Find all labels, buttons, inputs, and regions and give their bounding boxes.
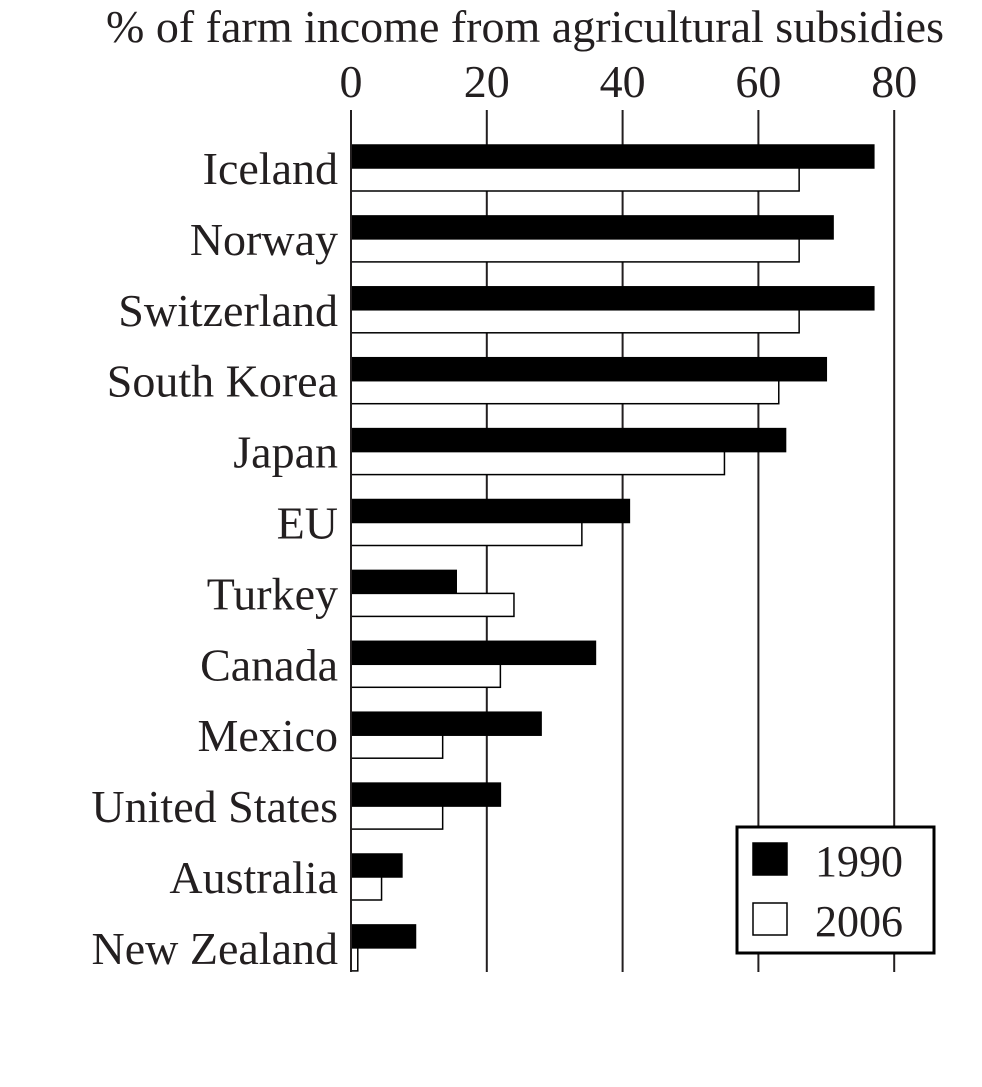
bar-switzerland-1990 [350,286,875,311]
bar-australia-1990 [350,853,403,878]
bar-turkey-1990 [350,569,457,595]
category-label-japan: Japan [233,427,338,478]
bar-united-states-1990 [350,782,502,807]
x-tick-label-60: 60 [735,56,781,107]
chart-title: % of farm income from agricultural subsi… [106,1,944,52]
bar-eu-2006 [350,521,583,547]
x-tick-label-20: 20 [464,56,510,107]
bar-switzerland-2006 [350,309,800,334]
x-tick-label-40: 40 [600,56,646,107]
bar-iceland-2006 [350,167,800,192]
category-label-south-korea: South Korea [107,356,338,407]
bar-new-zealand-1990 [350,924,417,949]
x-tick-label-0: 0 [340,56,363,107]
bar-australia-2006 [350,876,383,901]
bar-japan-1990 [350,427,787,453]
x-tick-label-80: 80 [871,56,917,107]
category-label-turkey: Turkey [207,568,338,619]
bar-south-korea-1990 [350,356,828,382]
category-labels: Iceland Norway Switzerland South Korea Japan… [91,143,338,974]
legend: 1990 2006 [735,825,936,955]
bars [350,144,875,972]
bar-canada-1990 [350,640,597,666]
legend-label-1990: 1990 [815,837,903,886]
bar-new-zealand-2006 [350,947,359,972]
bar-turkey-2006 [350,592,515,618]
legend-swatch-2006 [752,902,788,936]
category-label-united-states: United States [91,781,338,832]
bar-japan-2006 [350,450,726,476]
legend-swatch-1990 [752,842,788,876]
category-label-iceland: Iceland [203,143,338,194]
category-label-switzerland: Switzerland [118,285,338,336]
legend-label-2006: 2006 [815,897,903,946]
category-label-norway: Norway [190,214,338,265]
bar-south-korea-2006 [350,379,780,405]
bar-mexico-2006 [350,734,444,759]
category-label-new-zealand: New Zealand [92,923,339,974]
bar-united-states-2006 [350,805,444,830]
bar-iceland-1990 [350,144,875,169]
category-label-australia: Australia [169,852,338,903]
bar-norway-2006 [350,238,800,263]
bar-eu-1990 [350,498,631,524]
bar-norway-1990 [350,215,834,240]
category-label-mexico: Mexico [197,710,338,761]
x-axis-tick-labels: 0 20 40 60 80 [340,56,918,107]
bar-canada-2006 [350,663,502,689]
category-label-canada: Canada [200,639,338,690]
bar-mexico-1990 [350,711,542,736]
category-label-eu: EU [277,498,338,549]
